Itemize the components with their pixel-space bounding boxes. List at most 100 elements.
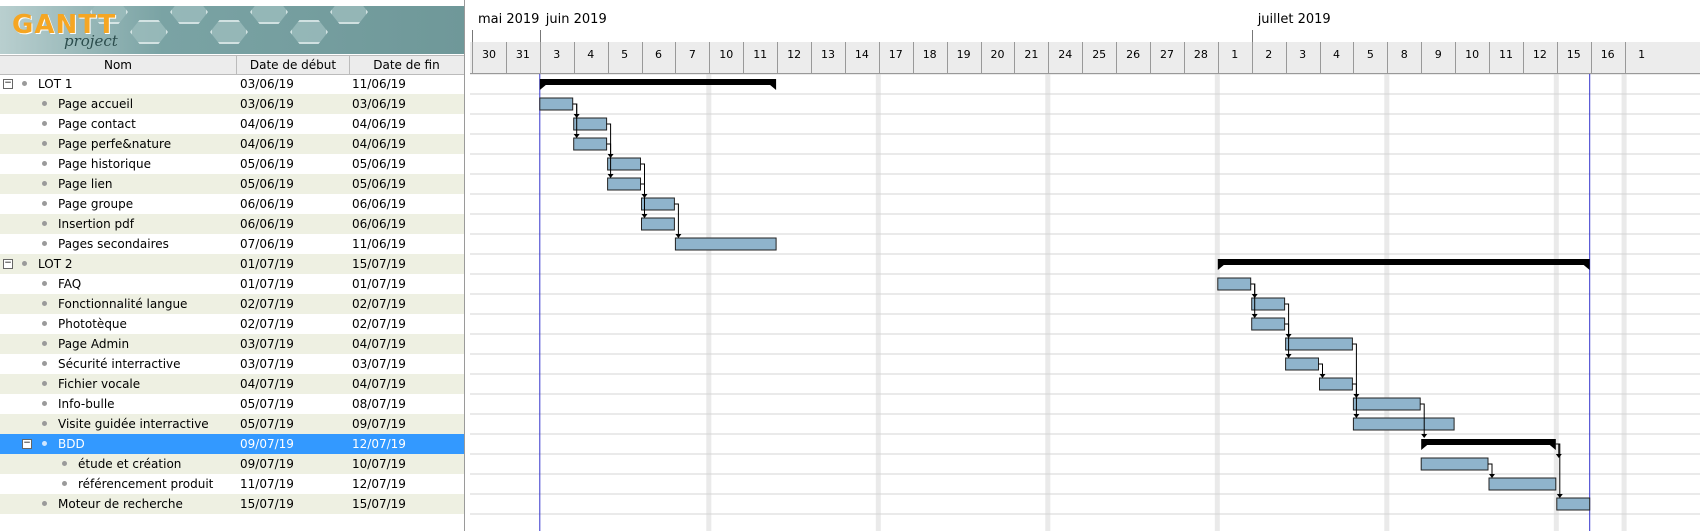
task-bar[interactable] — [1352, 397, 1421, 411]
day-label: 17 — [888, 48, 903, 61]
task-row[interactable]: Phototèque 02/07/19 02/07/19 — [0, 314, 464, 334]
task-bar[interactable] — [1352, 417, 1455, 431]
task-bar[interactable] — [1251, 297, 1286, 311]
task-name: FAQ — [58, 277, 82, 291]
task-row[interactable]: Page contact 04/06/19 04/06/19 — [0, 114, 464, 134]
dependency-arrow — [572, 103, 578, 137]
summary-bar[interactable] — [1217, 259, 1590, 265]
summary-bar[interactable] — [1421, 439, 1556, 445]
task-name: LOT 2 — [38, 257, 73, 271]
task-row[interactable]: Page lien 05/06/19 05/06/19 — [0, 174, 464, 194]
task-start-date: 04/06/19 — [240, 137, 294, 151]
task-start-date: 01/07/19 — [240, 257, 294, 271]
task-bar[interactable] — [1217, 277, 1252, 291]
day-tick — [641, 42, 643, 73]
column-header-name[interactable]: Nom — [0, 56, 237, 74]
task-bar[interactable] — [573, 117, 608, 131]
task-bar[interactable] — [1251, 317, 1286, 331]
month-tick — [539, 30, 541, 42]
task-start-date: 03/07/19 — [240, 337, 294, 351]
task-row[interactable]: Page Admin 03/07/19 04/07/19 — [0, 334, 464, 354]
gantt-chart-panel: mai 2019 juin 2019 juillet 2019 30 31 3 4 5 6 7 1… — [470, 0, 1700, 531]
day-label: 15 — [1566, 48, 1581, 61]
dependency-arrowhead — [607, 174, 614, 178]
task-bar[interactable] — [607, 157, 642, 171]
summary-bar-right-cap — [770, 85, 777, 90]
task-row[interactable]: − LOT 1 03/06/19 11/06/19 — [0, 74, 464, 94]
day-label: 31 — [515, 48, 530, 61]
day-label: 4 — [587, 48, 595, 61]
day-label: 9 — [1434, 48, 1442, 61]
task-bar[interactable] — [573, 137, 608, 151]
task-row[interactable]: Page perfe&nature 04/06/19 04/06/19 — [0, 134, 464, 154]
day-tick — [1183, 42, 1185, 73]
task-bar[interactable] — [1420, 457, 1489, 471]
task-row[interactable]: Sécurité interractive 03/07/19 03/07/19 — [0, 354, 464, 374]
dependency-arrow — [1284, 323, 1290, 357]
task-end-date: 03/06/19 — [352, 97, 406, 111]
task-row[interactable]: Page historique 05/06/19 05/06/19 — [0, 154, 464, 174]
task-bar[interactable] — [607, 177, 642, 191]
dependency-arrowhead — [675, 234, 682, 238]
day-tick — [1150, 42, 1151, 73]
task-row[interactable]: Pages secondaires 07/06/19 11/06/19 — [0, 234, 464, 254]
task-end-date: 04/06/19 — [352, 137, 406, 151]
task-row[interactable]: référencement produit 11/07/19 12/07/19 — [0, 474, 464, 494]
task-start-date: 07/06/19 — [240, 237, 294, 251]
task-row[interactable]: Fonctionnalité langue 02/07/19 02/07/19 — [0, 294, 464, 314]
task-bar[interactable] — [641, 197, 675, 211]
day-tick — [1455, 42, 1457, 73]
task-row[interactable]: Visite guidée interractive 05/07/19 09/07/… — [0, 414, 464, 434]
task-start-date: 04/06/19 — [240, 117, 294, 131]
day-label: 13 — [821, 48, 835, 61]
task-row[interactable]: Insertion pdf 06/06/19 06/06/19 — [0, 214, 464, 234]
table-header: Nom Date de début Date de fin — [0, 55, 464, 75]
collapse-toggle-icon[interactable]: − — [3, 78, 13, 89]
task-name: Page accueil — [58, 97, 134, 111]
task-bar[interactable] — [539, 97, 574, 111]
task-name: Fichier vocale — [58, 377, 141, 391]
task-row[interactable]: Page groupe 06/06/19 06/06/19 — [0, 194, 464, 214]
day-tick — [743, 42, 745, 73]
task-name: Sécurité interractive — [58, 357, 181, 371]
task-bar[interactable] — [1285, 337, 1353, 351]
task-bar[interactable] — [1488, 477, 1557, 491]
task-row[interactable]: Info-bulle 05/07/19 08/07/19 — [0, 394, 464, 414]
column-header-start[interactable]: Date de début — [237, 56, 350, 74]
task-row[interactable]: Fichier vocale 04/07/19 04/07/19 — [0, 374, 464, 394]
task-bullet-icon — [42, 361, 47, 366]
task-end-date: 12/07/19 — [352, 437, 406, 451]
task-bar[interactable] — [1319, 377, 1353, 391]
dependency-arrow — [606, 123, 612, 157]
collapse-toggle-icon[interactable]: − — [22, 438, 32, 449]
task-name: Page contact — [58, 117, 136, 131]
collapse-toggle-icon[interactable]: − — [3, 258, 13, 269]
task-bar[interactable] — [641, 217, 675, 231]
task-row[interactable]: étude et création 09/07/19 10/07/19 — [0, 454, 464, 474]
task-row[interactable]: − LOT 2 01/07/19 15/07/19 — [0, 254, 464, 274]
task-bullet-icon — [42, 161, 47, 166]
task-end-date: 04/06/19 — [352, 117, 406, 131]
month-tick — [1251, 30, 1253, 42]
task-row[interactable]: Page accueil 03/06/19 03/06/19 — [0, 94, 464, 114]
task-name: Pages secondaires — [58, 237, 169, 251]
task-row[interactable]: Moteur de recherche 15/07/19 15/07/19 — [0, 494, 464, 514]
weekend-separator — [1553, 74, 1559, 531]
dependency-arrow — [1352, 343, 1357, 417]
gantt-grid — [470, 74, 1700, 531]
column-header-end[interactable]: Date de fin — [373, 58, 440, 72]
day-tick — [1387, 42, 1389, 73]
day-label: 6 — [655, 48, 662, 61]
summary-bar[interactable] — [539, 79, 777, 85]
month-label: juillet 2019 — [1257, 12, 1331, 27]
task-name: étude et création — [78, 457, 182, 471]
task-bar[interactable] — [1556, 497, 1591, 511]
summary-bar-left-cap — [539, 85, 546, 90]
task-row[interactable]: FAQ 01/07/19 01/07/19 — [0, 274, 464, 294]
task-row[interactable]: − BDD 09/07/19 12/07/19 — [0, 434, 464, 454]
day-tick — [607, 42, 609, 73]
task-bullet-icon — [42, 501, 47, 506]
dependency-arrow — [1488, 463, 1493, 477]
task-bar[interactable] — [674, 237, 777, 251]
task-bar[interactable] — [1285, 357, 1319, 371]
